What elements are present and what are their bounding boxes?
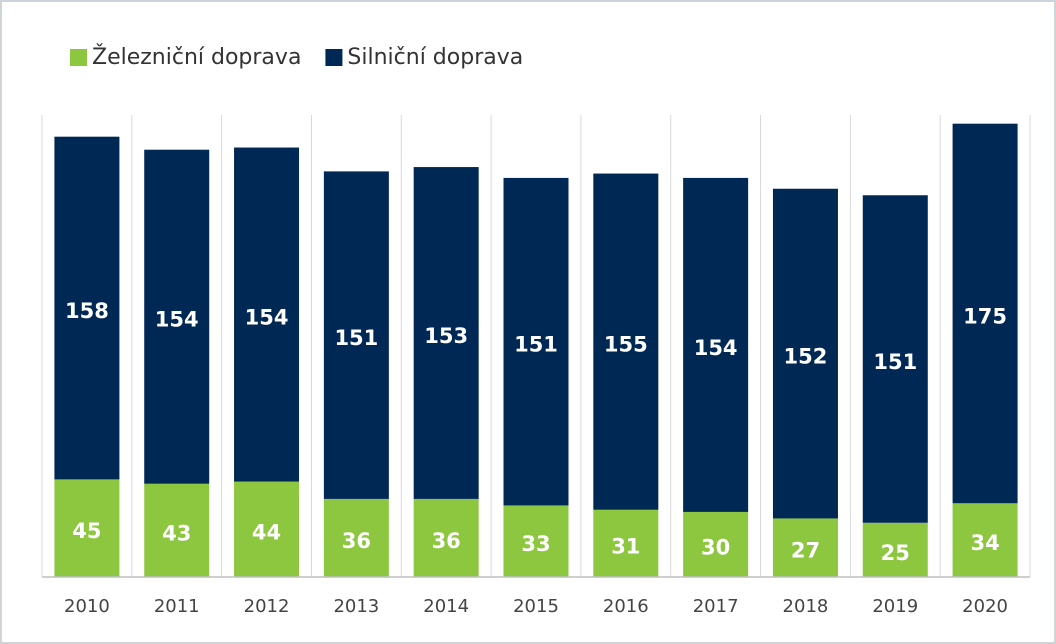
bar-segment: [413, 167, 479, 499]
data-label: 44: [252, 520, 281, 544]
bar-segment: [862, 195, 928, 523]
data-label: 152: [784, 345, 828, 369]
data-label: 27: [791, 539, 820, 563]
x-tick-label: 2016: [603, 596, 649, 617]
data-label: 153: [424, 324, 468, 348]
data-label: 154: [155, 308, 199, 332]
bar-segment: [772, 518, 838, 577]
bar-segment: [413, 498, 479, 577]
data-label: 30: [701, 535, 730, 559]
bar-segment: [234, 147, 300, 482]
data-label: 36: [432, 529, 461, 553]
data-label: 151: [873, 350, 917, 374]
data-label: 45: [72, 519, 101, 543]
bar-segment: [503, 177, 569, 506]
bar-segment: [772, 188, 838, 519]
data-label: 36: [342, 529, 371, 553]
bar-segment: [683, 177, 749, 512]
data-label: 151: [334, 326, 378, 350]
data-label: 175: [963, 304, 1007, 328]
bar-segment: [952, 503, 1018, 577]
data-label: 43: [162, 521, 191, 545]
x-tick-label: 2020: [962, 596, 1008, 617]
bar-segment: [683, 511, 749, 577]
x-tick-label: 2010: [64, 596, 110, 617]
data-label: 34: [970, 531, 999, 555]
bar-segment: [323, 171, 389, 499]
data-label: 31: [611, 534, 640, 558]
data-label: 154: [245, 306, 289, 330]
data-label: 151: [514, 333, 558, 357]
bar-segment: [54, 479, 120, 577]
bar-segment: [593, 173, 659, 510]
bar-segment: [234, 481, 300, 577]
x-tick-label: 2015: [513, 596, 559, 617]
x-tick-label: 2014: [423, 596, 469, 617]
legend-label: Železniční doprava: [92, 44, 301, 70]
bar-segment: [952, 123, 1018, 504]
data-label: 158: [65, 299, 109, 323]
bar-segment: [503, 505, 569, 577]
bar-segment: [862, 522, 928, 577]
legend-swatch: [70, 49, 87, 66]
legend-label: Silniční doprava: [347, 45, 523, 70]
bar-segment: [323, 498, 389, 577]
x-tick-label: 2019: [872, 596, 918, 617]
data-label: 154: [694, 336, 738, 360]
x-tick-label: 2017: [693, 596, 739, 617]
data-label: 33: [521, 532, 550, 556]
data-label: 155: [604, 333, 648, 357]
x-tick-label: 2013: [333, 596, 379, 617]
bar-segment: [593, 509, 659, 577]
bar-segment: [54, 136, 120, 480]
bar-segment: [144, 149, 210, 484]
x-tick-label: 2011: [154, 596, 200, 617]
data-label: 25: [881, 541, 910, 565]
legend-swatch: [325, 49, 343, 66]
bar-segment: [144, 483, 210, 577]
x-tick-label: 2012: [244, 596, 290, 617]
x-tick-label: 2018: [783, 596, 829, 617]
